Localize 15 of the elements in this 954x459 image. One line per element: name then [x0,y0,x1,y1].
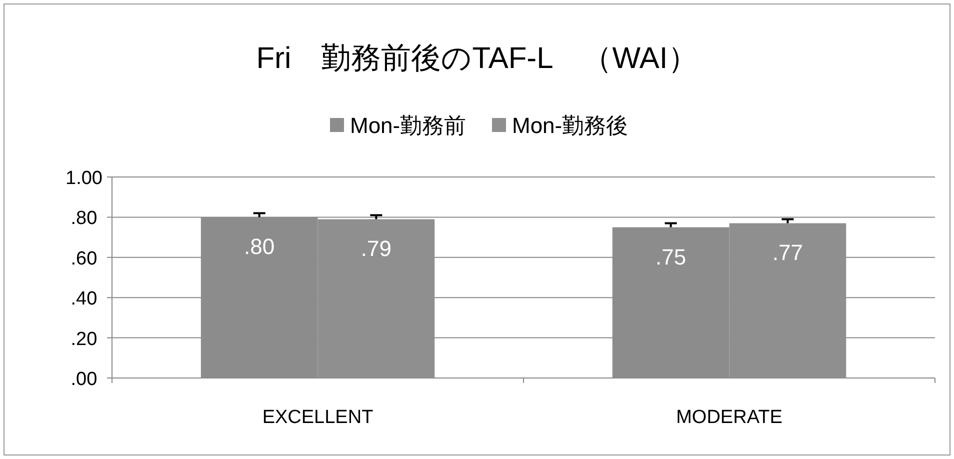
ytick: 1.00 [66,168,102,189]
xtick: MODERATE [676,407,782,428]
data-label: .75 [656,244,686,270]
legend: Mon-勤務前 [350,113,466,138]
data-label: .77 [772,240,803,266]
ytick: .60 [70,248,98,270]
title: Fri 勤務前後のTAF-L （WAI） [256,42,698,75]
ytick: .20 [70,328,98,350]
data-label: .79 [360,236,392,262]
ytick: .80 [70,208,98,230]
data-label: .80 [244,234,275,260]
ytick: .40 [70,288,98,310]
xtick: EXCELLENT [262,407,374,428]
ytick: .00 [70,369,98,390]
legend: Mon-勤務後 [512,113,628,138]
